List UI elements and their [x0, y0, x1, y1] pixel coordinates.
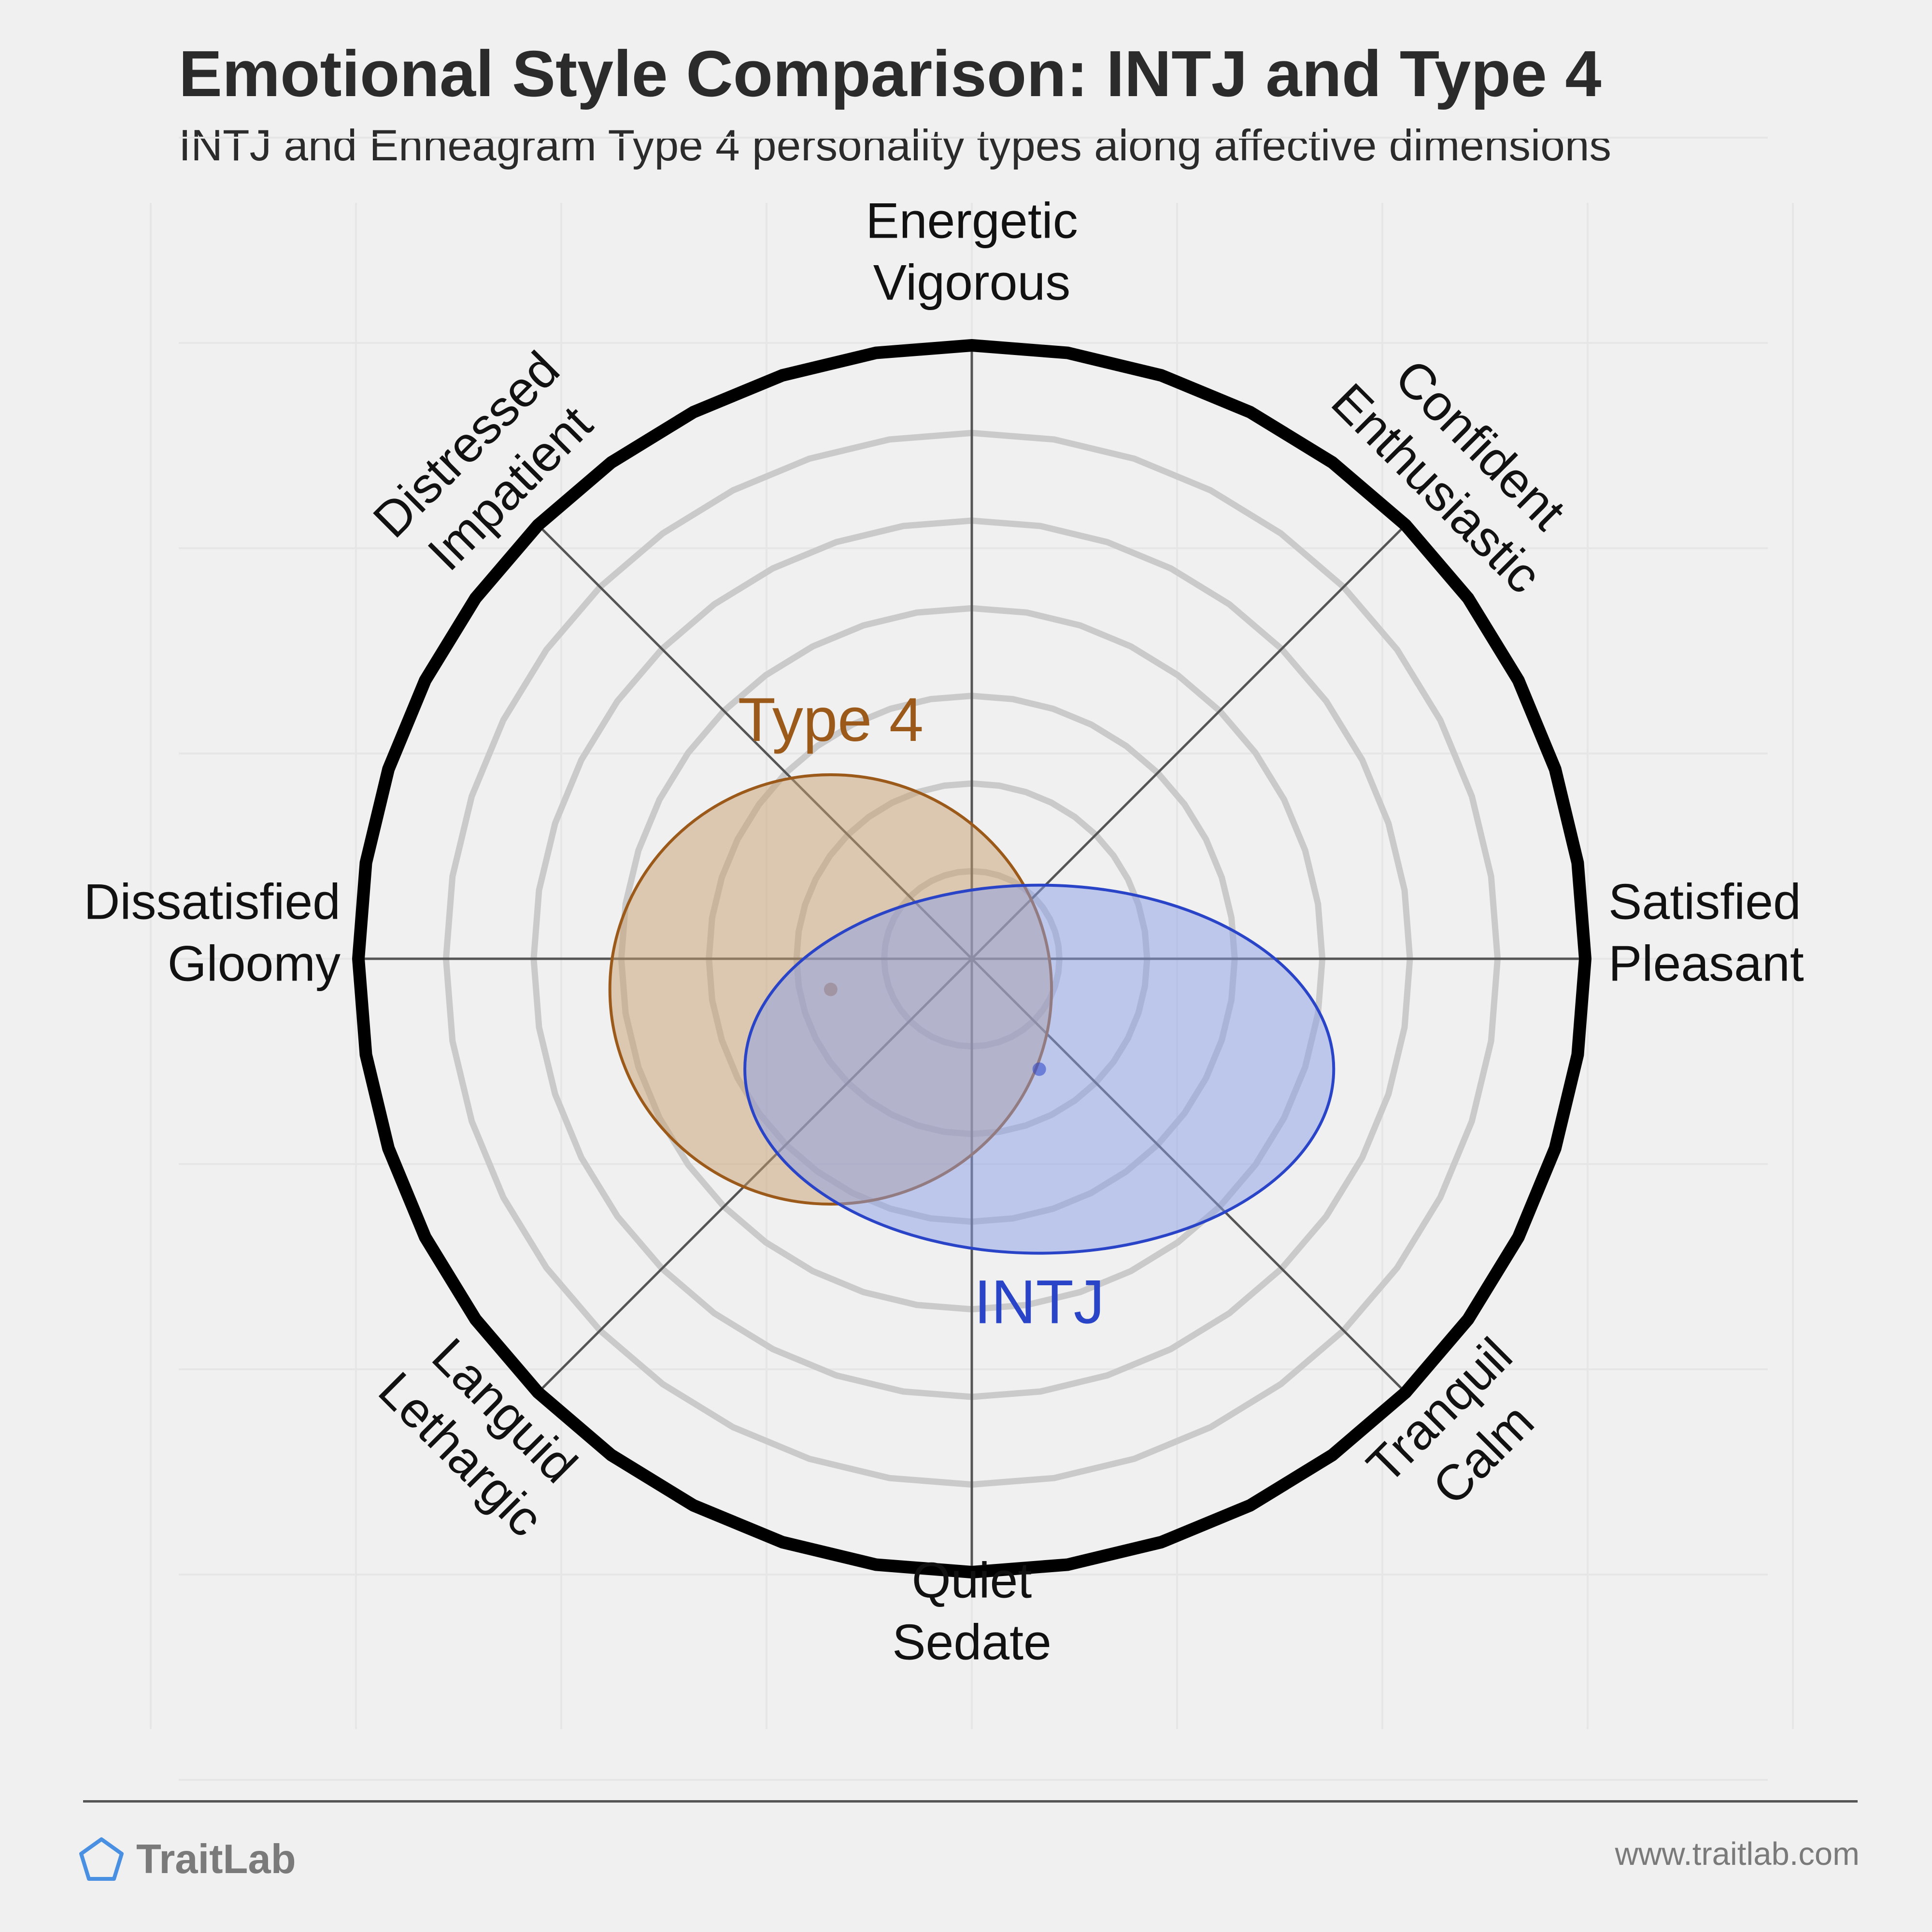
axis-label-text: Dissatisfied [84, 874, 341, 930]
type-4-label: Type 4 [738, 685, 923, 754]
brand-name: TraitLab [136, 1836, 296, 1882]
pentagon-icon [79, 1837, 124, 1881]
series-labels: Type 4 INTJ [738, 685, 1105, 1337]
axis-label-text: Quiet [912, 1552, 1032, 1608]
chart-title: Emotional Style Comparison: INTJ and Typ… [179, 37, 1602, 110]
axis-label-satisfied: Satisfied Pleasant [1608, 874, 1804, 992]
axis-label-text: Vigorous [873, 255, 1071, 311]
axis-label-text: Pleasant [1608, 936, 1804, 992]
footer-divider [83, 1800, 1858, 1803]
brand-logo[interactable]: TraitLab [77, 1833, 296, 1886]
axis-label-dissatisfied: Dissatisfied Gloomy [84, 874, 341, 992]
intj-center-point [1032, 1062, 1046, 1076]
chart-subtitle: INTJ and Enneagram Type 4 personality ty… [179, 121, 1611, 170]
website-link[interactable]: www.traitlab.com [1615, 1836, 1860, 1872]
axis-label-text: Energetic [866, 193, 1078, 249]
outer-ring [352, 339, 1591, 1578]
intj-label: INTJ [974, 1268, 1105, 1337]
axis-label-text: Sedate [892, 1614, 1051, 1670]
axis-label-text: Gloomy [168, 936, 341, 992]
axis-label-energetic: Energetic Vigorous [866, 193, 1078, 311]
axis-label-text: Satisfied [1608, 874, 1801, 930]
series-regions [608, 773, 1335, 1255]
axis-label-quiet: Quiet Sedate [892, 1552, 1051, 1670]
outer-boundary [352, 339, 1591, 1578]
